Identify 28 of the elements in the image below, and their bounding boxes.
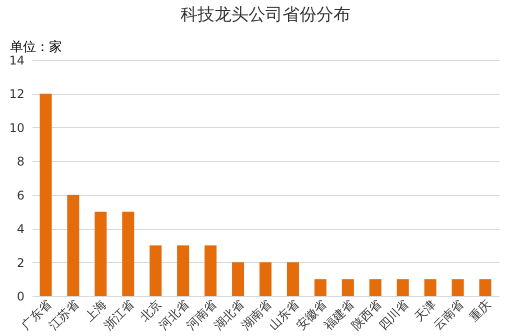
- bar: [150, 245, 162, 296]
- bar: [204, 245, 217, 296]
- bar: [232, 262, 244, 296]
- bar: [369, 279, 382, 296]
- y-tick-label: 8: [16, 154, 24, 169]
- y-tick-label: 14: [9, 54, 24, 68]
- bar: [452, 279, 464, 296]
- y-tick-label: 10: [9, 120, 24, 135]
- y-tick-label: 12: [9, 87, 24, 102]
- chart-title: 科技龙头公司省份分布: [180, 5, 350, 25]
- bar: [94, 212, 107, 296]
- bar: [40, 94, 52, 296]
- x-tick-label: 重庆: [466, 297, 494, 324]
- y-tick-label: 2: [16, 256, 24, 270]
- bar: [122, 212, 134, 296]
- bar: [260, 262, 272, 296]
- bar: [286, 262, 299, 296]
- bar: [424, 279, 436, 296]
- y-tick-label: 4: [16, 222, 24, 236]
- bar: [479, 279, 492, 296]
- bar: [342, 279, 354, 296]
- text: 单位：家: [10, 39, 62, 56]
- bar: [396, 279, 409, 296]
- bar: [67, 194, 80, 296]
- y-tick-label: 6: [16, 188, 24, 202]
- bar: [177, 245, 190, 296]
- bar: [314, 279, 326, 296]
- y-tick-label: 0: [16, 290, 24, 304]
